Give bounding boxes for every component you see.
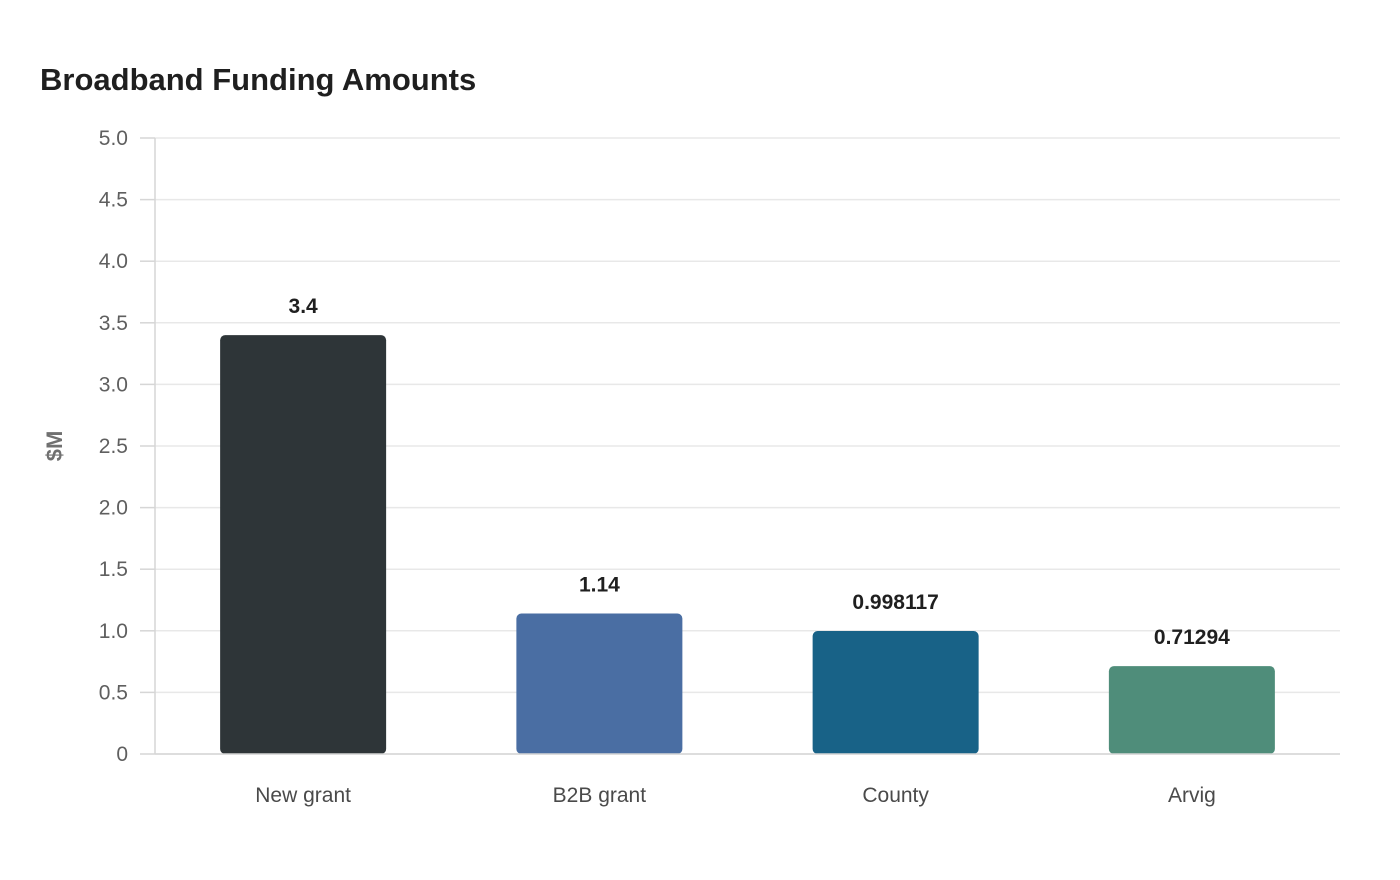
bars: [220, 335, 1275, 754]
data-label-b2b-grant: 1.14: [579, 574, 620, 597]
y-tick-label-9: 4.5: [99, 189, 128, 212]
bar-new-grant: [220, 335, 387, 754]
y-tick-label-1: 0.5: [99, 681, 128, 704]
bar-arvig: [1108, 666, 1275, 754]
data-label-county: 0.998117: [852, 591, 938, 614]
data-label-new-grant: 3.4: [289, 295, 319, 318]
y-tick-label-0: 0: [116, 743, 128, 766]
x-axis-label-new-grant: New grant: [255, 784, 351, 807]
y-tick-label-5: 2.5: [99, 435, 128, 458]
bar-b2b-grant: [516, 613, 683, 754]
y-axis-ticks: 0 0.5 1.0 1.5 2.0 2.5 3.0 3.5 4.0 4.5 5.0: [99, 127, 155, 766]
axes: [154, 138, 1340, 755]
y-tick-label-4: 2.0: [99, 497, 128, 520]
bar-county: [812, 631, 979, 754]
y-tick-label-3: 1.5: [99, 558, 128, 581]
chart-title: Broadband Funding Amounts: [40, 62, 476, 97]
data-labels: 3.4 1.14 0.998117 0.71294: [289, 295, 1231, 649]
y-tick-label-10: 5.0: [99, 127, 128, 150]
y-tick-label-7: 3.5: [99, 312, 128, 335]
x-axis-label-arvig: Arvig: [1168, 784, 1216, 807]
y-tick-label-6: 3.0: [99, 373, 128, 396]
data-label-arvig: 0.71294: [1154, 626, 1230, 649]
x-axis-label-b2b-grant: B2B grant: [553, 784, 647, 807]
y-tick-label-8: 4.0: [99, 250, 128, 273]
y-axis-title: $M: [42, 431, 67, 462]
x-axis-labels: New grant B2B grant County Arvig: [255, 784, 1216, 807]
y-tick-label-2: 1.0: [99, 620, 128, 643]
x-axis-label-county: County: [862, 784, 929, 807]
